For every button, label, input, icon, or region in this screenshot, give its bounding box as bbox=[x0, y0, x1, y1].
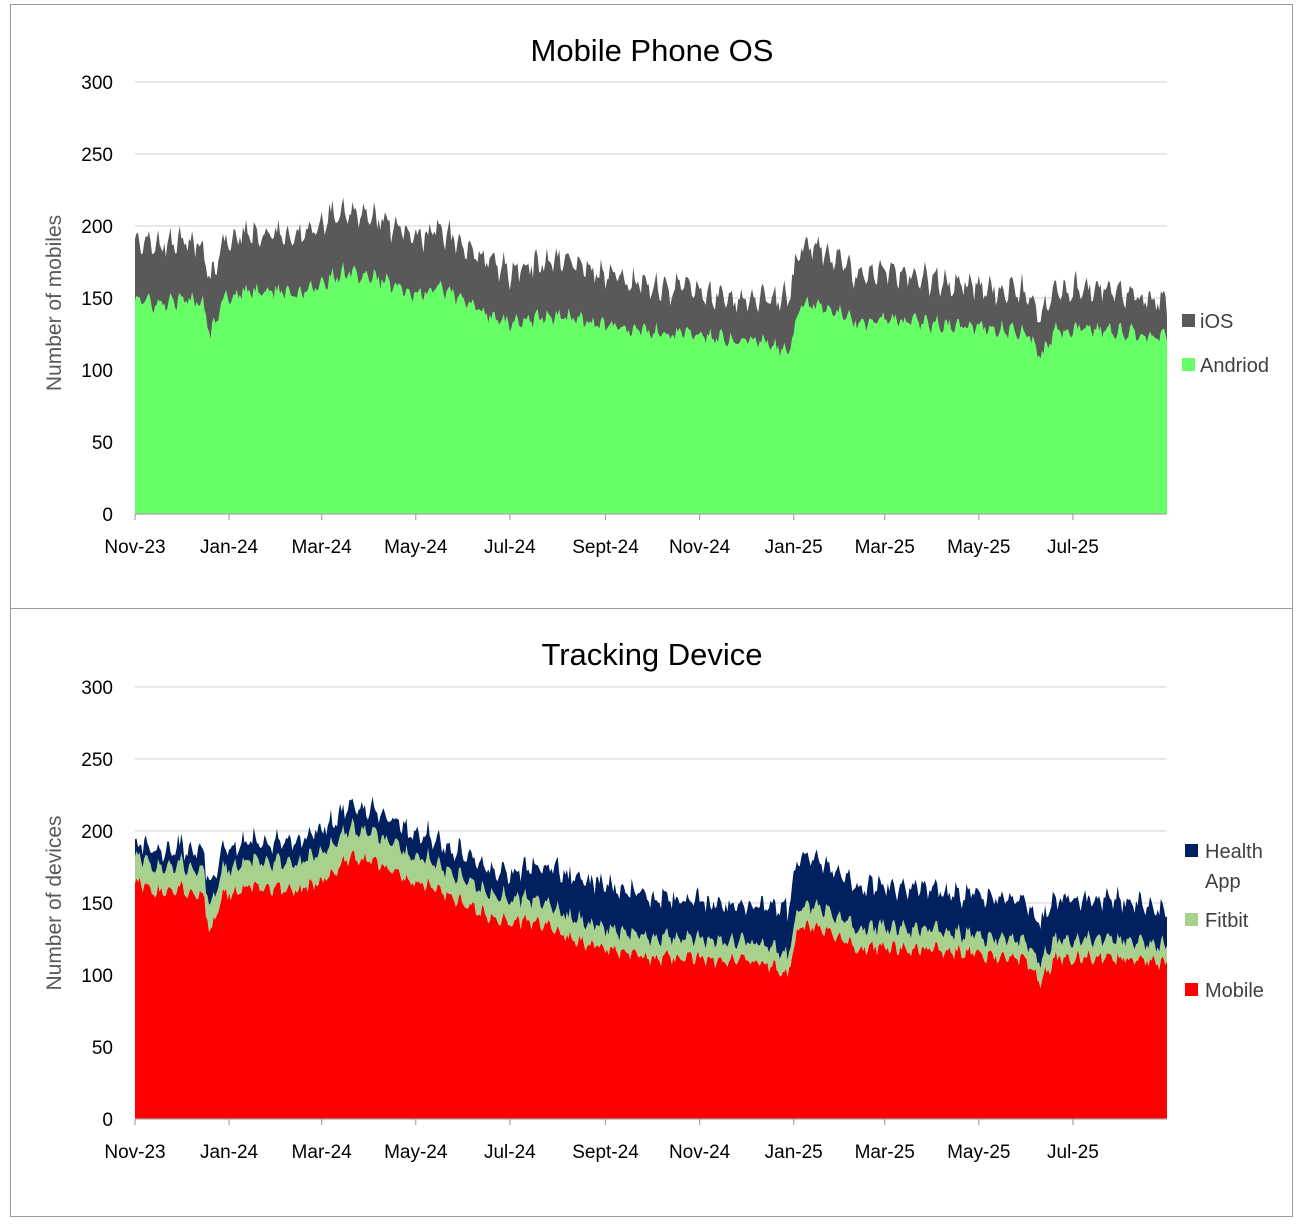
x-tick-label: Jan-24 bbox=[200, 537, 259, 558]
x-tick-label: Mar-25 bbox=[855, 537, 915, 558]
legend-label-mobile: Mobile bbox=[1205, 980, 1264, 1002]
legend-label-ios: iOS bbox=[1200, 311, 1233, 333]
y-tick-label: 150 bbox=[81, 289, 113, 310]
x-tick-label: Jul-25 bbox=[1047, 1142, 1099, 1163]
x-tick-label: Nov-23 bbox=[104, 537, 165, 558]
area-series-ios bbox=[135, 197, 1167, 359]
x-tick-label: Jul-24 bbox=[484, 1142, 536, 1163]
mobile-os-chart-panel: Mobile Phone OS 0 50 100 150 200 250 300 Nov-23… bbox=[10, 4, 1293, 609]
y-tick-label: 250 bbox=[81, 750, 113, 771]
x-tick-label: Jan-25 bbox=[765, 537, 823, 558]
x-tick-label: May-25 bbox=[947, 537, 1010, 558]
legend-label-health-app-line1: Health bbox=[1205, 841, 1263, 863]
x-tick-label: Jul-24 bbox=[484, 537, 536, 558]
tracking-device-chart: Tracking Device 0 50 100 150 200 250 300 Nov-23… bbox=[43, 637, 1264, 1163]
axes: 0 50 100 150 200 250 300 Nov-23 Jan-24 Mar-24 May-… bbox=[81, 678, 1167, 1163]
x-tick-label: Mar-24 bbox=[292, 537, 353, 558]
legend-swatch-ios bbox=[1182, 314, 1195, 327]
chart-title: Mobile Phone OS bbox=[531, 33, 774, 68]
y-axis-title: Number of devices bbox=[43, 815, 66, 990]
chart-title: Tracking Device bbox=[541, 637, 762, 672]
x-tick-label: Jan-25 bbox=[765, 1142, 823, 1163]
y-tick-label: 250 bbox=[81, 145, 113, 166]
y-tick-label: 0 bbox=[102, 505, 113, 526]
x-tick-label: Jul-25 bbox=[1047, 537, 1099, 558]
legend: Health App Fitbit Mobile bbox=[1185, 841, 1264, 1002]
x-tick-label: Mar-25 bbox=[855, 1142, 915, 1163]
legend-swatch-health-app bbox=[1185, 844, 1198, 857]
area-series-health-app bbox=[135, 796, 1167, 969]
y-tick-label: 150 bbox=[81, 894, 113, 915]
x-tick-label: Sept-24 bbox=[572, 1142, 639, 1163]
y-tick-label: 100 bbox=[81, 361, 113, 382]
legend-swatch-mobile bbox=[1185, 983, 1198, 996]
legend-label-fitbit: Fitbit bbox=[1205, 910, 1249, 932]
legend-label-health-app-line2: App bbox=[1205, 871, 1241, 893]
y-tick-label: 200 bbox=[81, 217, 113, 238]
area-series-mobile bbox=[135, 850, 1167, 1119]
x-tick-label: May-24 bbox=[384, 537, 448, 558]
area-series-andriod bbox=[135, 262, 1167, 514]
x-tick-label: Nov-24 bbox=[669, 1142, 731, 1163]
y-tick-label: 50 bbox=[92, 1038, 113, 1059]
y-tick-label: 0 bbox=[102, 1110, 113, 1131]
y-axis-title: Number of mobiles bbox=[43, 215, 66, 391]
tracking-device-chart-panel: Tracking Device 0 50 100 150 200 250 300 Nov-23… bbox=[10, 608, 1293, 1217]
x-tick-label: May-24 bbox=[384, 1142, 448, 1163]
area-series-fitbit bbox=[135, 818, 1167, 988]
y-tick-label: 50 bbox=[92, 433, 113, 454]
axes: 0 50 100 150 200 250 300 Nov-23 Jan-24 Mar-24 May-… bbox=[81, 73, 1167, 558]
legend: iOS Andriod bbox=[1182, 311, 1269, 377]
y-tick-label: 100 bbox=[81, 966, 113, 987]
mobile-os-chart: Mobile Phone OS 0 50 100 150 200 250 300 Nov-23… bbox=[43, 33, 1269, 558]
legend-swatch-fitbit bbox=[1185, 913, 1198, 926]
x-tick-label: Mar-24 bbox=[292, 1142, 353, 1163]
x-tick-label: Nov-24 bbox=[669, 537, 731, 558]
y-tick-label: 300 bbox=[81, 73, 113, 94]
y-tick-label: 300 bbox=[81, 678, 113, 699]
x-tick-label: May-25 bbox=[947, 1142, 1010, 1163]
stacked-areas bbox=[135, 197, 1167, 514]
legend-swatch-andriod bbox=[1182, 358, 1195, 371]
y-tick-label: 200 bbox=[81, 822, 113, 843]
legend-label-andriod: Andriod bbox=[1200, 355, 1269, 377]
stacked-areas bbox=[135, 796, 1167, 1119]
x-tick-label: Jan-24 bbox=[200, 1142, 259, 1163]
x-tick-label: Sept-24 bbox=[572, 537, 639, 558]
x-tick-label: Nov-23 bbox=[104, 1142, 165, 1163]
